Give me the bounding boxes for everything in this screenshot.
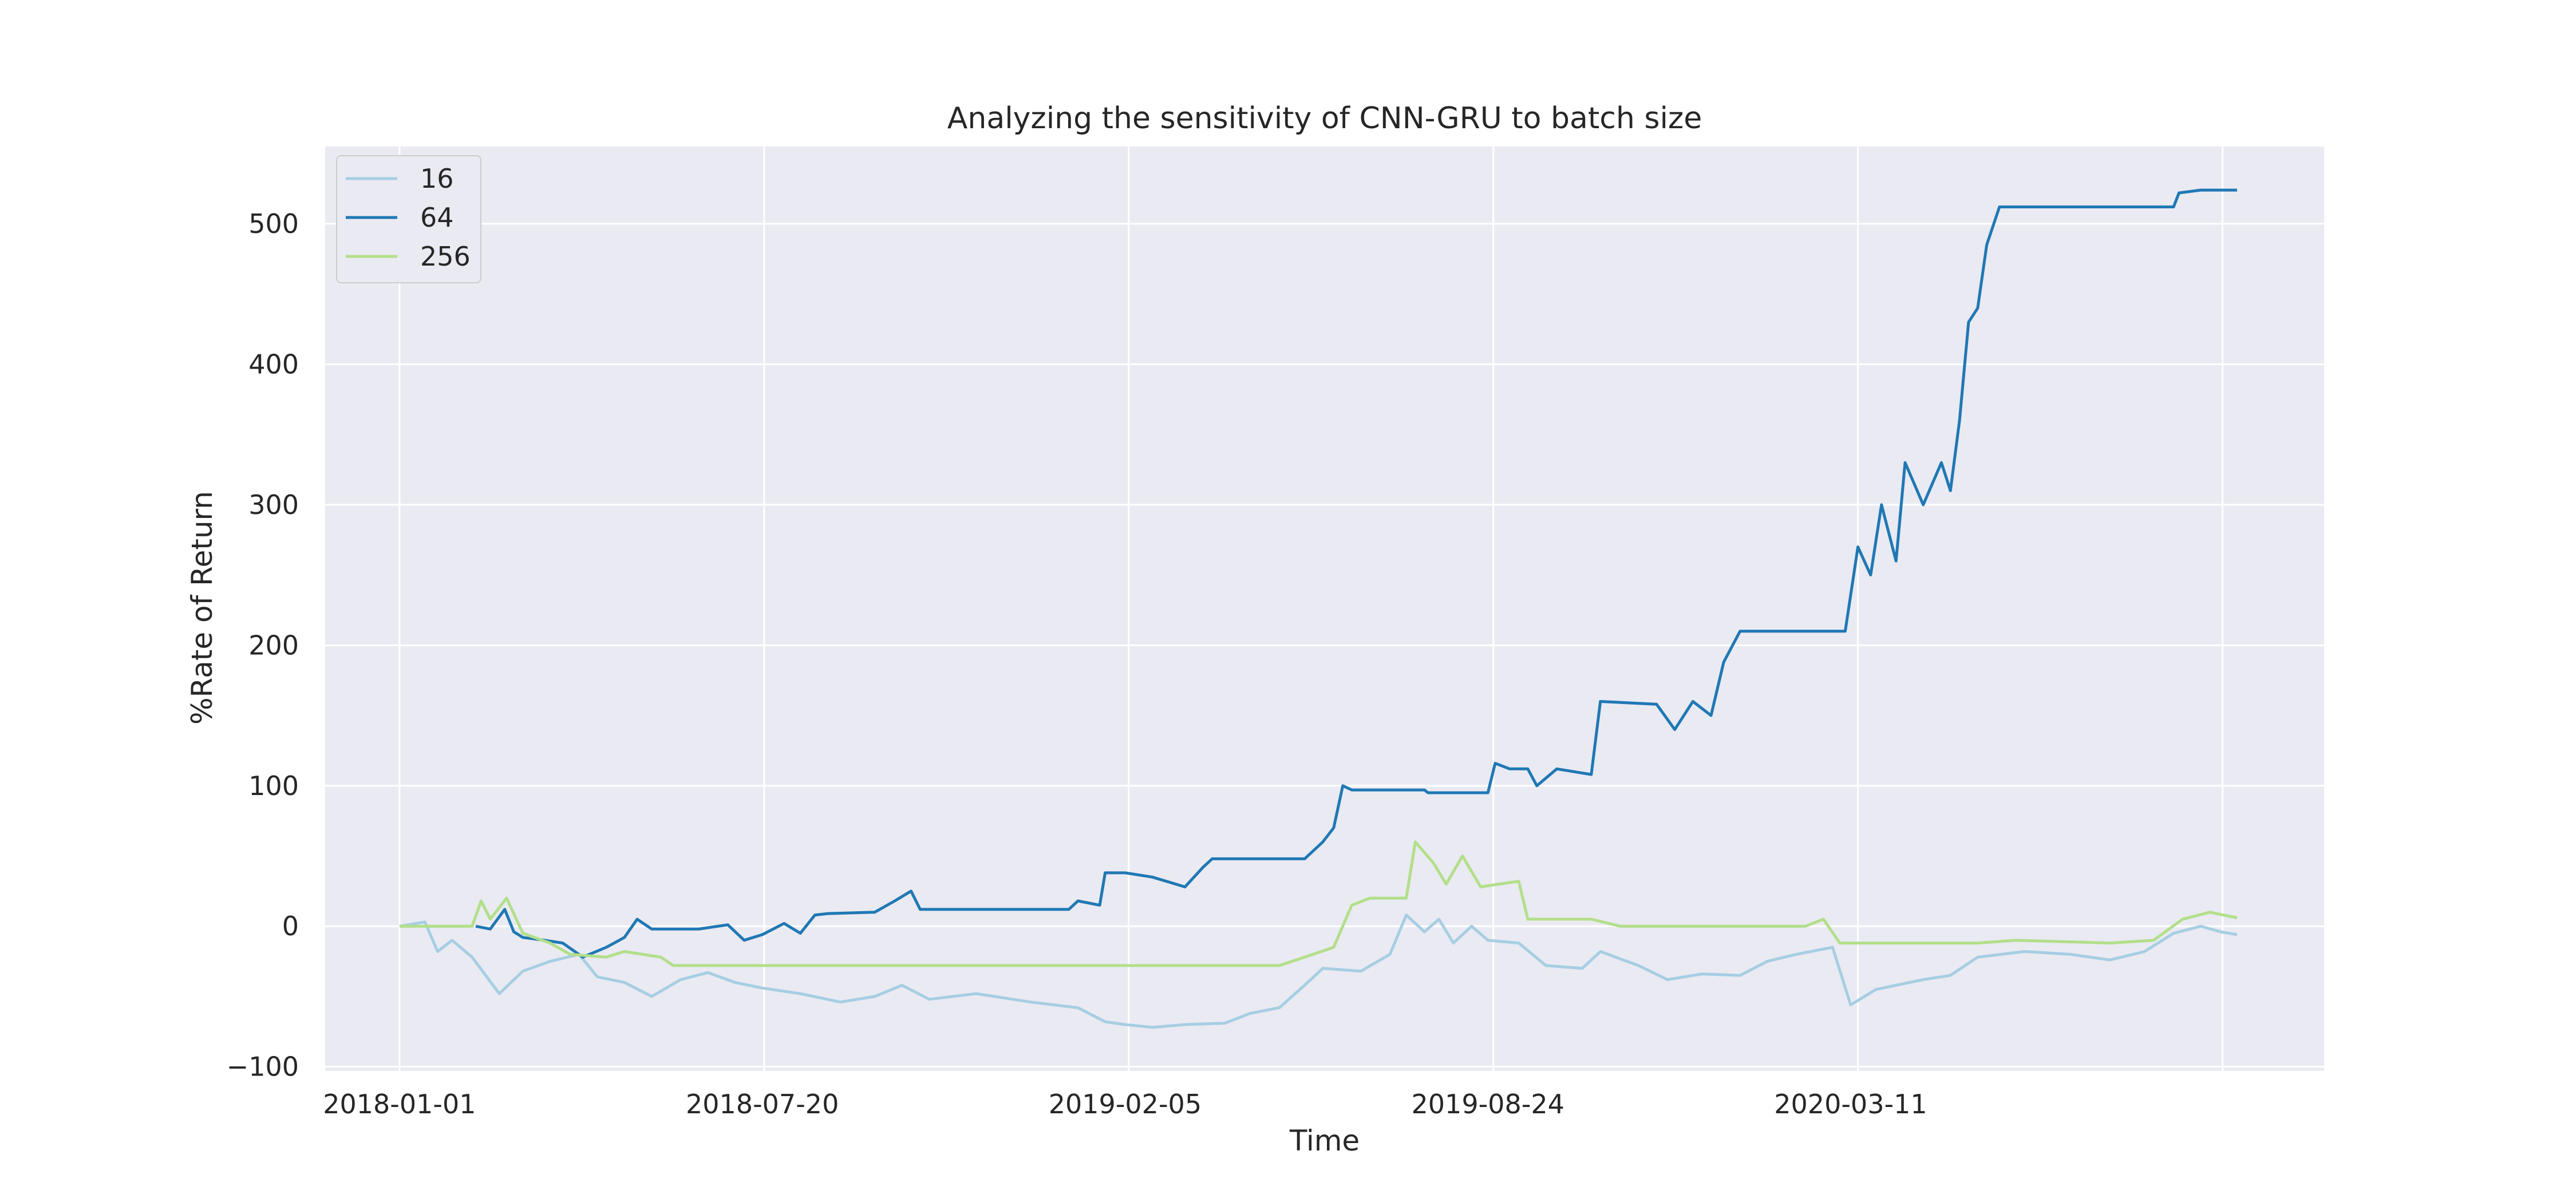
chart-title: Analyzing the sensitivity of CNN-GRU to … [947, 101, 1702, 136]
y-tick-label: 100 [248, 770, 299, 801]
tick-labels: 2018-01-01 2018-07-20 2019-02-05 2019-08-24… [227, 208, 1927, 1120]
x-axis-label: Time [1289, 1124, 1360, 1157]
legend-box [336, 155, 481, 283]
y-tick-label: 200 [248, 630, 299, 661]
y-axis-label: %Rate of Return [185, 491, 219, 725]
y-tick-label: 400 [248, 349, 299, 379]
x-tick-label: 2020-03-11 [1774, 1089, 1927, 1120]
x-tick-label: 2018-07-20 [686, 1089, 839, 1120]
x-tick-label: 2019-08-24 [1412, 1089, 1564, 1120]
y-tick-label: 300 [248, 489, 299, 520]
y-tick-label: 0 [282, 911, 299, 942]
series-line-64 [475, 188, 2237, 959]
series-group [399, 188, 2238, 1029]
plot-background [325, 147, 2324, 1071]
y-tick-label: 500 [248, 208, 299, 239]
y-tick-label: −100 [227, 1051, 299, 1082]
legend: 16 64 256 [336, 155, 481, 283]
x-tick-label: 2019-02-05 [1049, 1089, 1202, 1120]
legend-label-64: 64 [420, 202, 454, 233]
legend-label-256: 256 [420, 241, 471, 272]
grid [325, 147, 2324, 1071]
series-line-256 [399, 840, 2238, 967]
x-tick-label: 2018-01-01 [323, 1089, 476, 1120]
series-line-16 [399, 914, 2238, 1029]
legend-label-16: 16 [420, 163, 454, 194]
